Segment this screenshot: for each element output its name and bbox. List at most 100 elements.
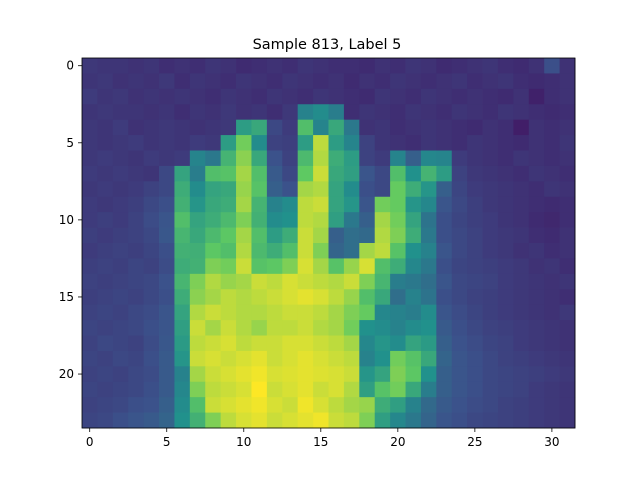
heatmap-cell [97,58,114,74]
heatmap-cell [313,273,329,290]
heatmap-cell [266,181,283,198]
heatmap-cell [390,150,406,167]
heatmap-cell [390,335,406,352]
heatmap-cell [544,104,560,121]
heatmap-cell [544,150,560,167]
heatmap-cell [282,350,299,367]
heatmap-cell [497,412,514,429]
heatmap-cell [112,135,129,151]
heatmap-cell [313,258,329,275]
heatmap-cell [236,350,252,367]
heatmap-cell [97,212,114,228]
heatmap-cell [112,258,129,275]
heatmap-cell [189,350,206,367]
heatmap-cell [544,181,560,198]
heatmap-cell [220,196,237,213]
heatmap-cell [189,335,206,352]
heatmap-cell [282,289,299,306]
heatmap-cell [451,412,468,429]
heatmap-cell [189,381,206,398]
heatmap-cell [174,212,191,228]
heatmap-cell [359,58,376,74]
heatmap-cell [266,243,283,259]
heatmap-cell [374,335,391,352]
heatmap-cell [497,320,514,336]
heatmap-cell [236,227,252,244]
heatmap-cell [482,289,499,306]
heatmap-cell [236,165,252,182]
x-axis: 0 5 10 15 20 25 30 [86,428,560,449]
heatmap-cell [497,335,514,352]
heatmap-cell [513,273,530,290]
heatmap-cell [97,273,114,290]
heatmap-cell [205,73,222,90]
heatmap-cell [112,58,129,74]
heatmap-cell [313,366,329,383]
heatmap-cell [528,320,545,336]
heatmap-cell [513,135,530,151]
heatmap-cell [189,212,206,228]
heatmap-cell [436,335,453,352]
heatmap-cell [266,289,283,306]
heatmap-cell [282,196,299,213]
heatmap-cell [359,381,376,398]
heatmap-cell [343,150,360,167]
heatmap-cell [528,381,545,398]
heatmap-cell [128,181,145,198]
heatmap-cell [420,181,437,198]
heatmap-cell [390,397,406,413]
heatmap-cell [236,196,252,213]
heatmap-cell [343,258,360,275]
heatmap-cell [390,73,406,90]
heatmap-cell [359,243,376,259]
heatmap-cell [528,304,545,321]
heatmap-cell [251,243,268,259]
heatmap-cell [482,397,499,413]
heatmap-cell [97,165,114,182]
heatmap-cell [82,381,98,398]
heatmap-cell [467,119,483,136]
heatmap-cell [205,104,222,121]
heatmap-cell [467,381,483,398]
heatmap-cell [266,366,283,383]
heatmap-cell [528,397,545,413]
heatmap-cell [513,58,530,74]
heatmap-cell [405,320,422,336]
heatmap-cell [174,304,191,321]
heatmap-cell [297,104,314,121]
heatmap-cell [374,381,391,398]
heatmap-cell [420,196,437,213]
heatmap-cell [390,196,406,213]
heatmap-cell [282,88,299,105]
heatmap-cell [405,350,422,367]
heatmap-cell [405,181,422,198]
heatmap-cell [420,350,437,367]
heatmap-cell [497,196,514,213]
heatmap-cell [143,88,160,105]
heatmap-cell [405,150,422,167]
heatmap-cell [143,119,160,136]
heatmap-cell [266,58,283,74]
heatmap-cell [266,135,283,151]
heatmap-cell [128,104,145,121]
heatmap-cell [328,212,345,228]
heatmap-cell [143,135,160,151]
heatmap-cell [313,381,329,398]
heatmap-cell [282,381,299,398]
heatmap-cell [436,73,453,90]
heatmap-cell [374,119,391,136]
heatmap-cell [420,258,437,275]
heatmap-cell [205,335,222,352]
x-tick-label: 15 [313,435,328,449]
heatmap-cell [390,289,406,306]
heatmap-cell [297,258,314,275]
heatmap-cell [97,289,114,306]
heatmap-cell [497,135,514,151]
heatmap-cell [297,273,314,290]
heatmap-cell [528,104,545,121]
heatmap-cell [482,150,499,167]
heatmap-cell [143,243,160,259]
heatmap-cell [82,320,98,336]
heatmap-cell [82,135,98,151]
heatmap-cell [236,366,252,383]
